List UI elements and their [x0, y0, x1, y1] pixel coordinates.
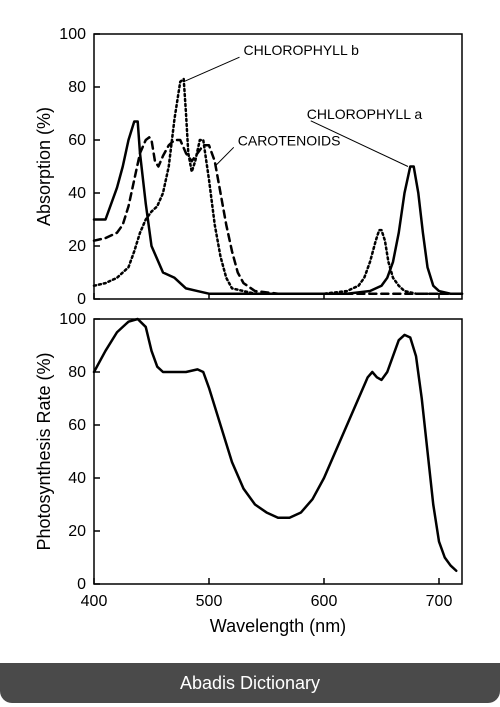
svg-text:CAROTENOIDS: CAROTENOIDS [238, 132, 341, 148]
footer-bar: Abadis Dictionary [0, 663, 500, 703]
svg-text:CHLOROPHYLL b: CHLOROPHYLL b [244, 42, 360, 58]
svg-text:60: 60 [68, 417, 86, 434]
footer-label: Abadis Dictionary [180, 673, 320, 694]
svg-text:20: 20 [68, 523, 86, 540]
svg-text:40: 40 [68, 470, 86, 487]
svg-text:80: 80 [68, 364, 86, 381]
svg-text:20: 20 [68, 238, 86, 255]
svg-text:700: 700 [426, 593, 453, 610]
svg-text:0: 0 [77, 291, 86, 308]
svg-text:Wavelength (nm): Wavelength (nm) [210, 616, 346, 636]
svg-text:100: 100 [59, 26, 86, 43]
svg-text:400: 400 [81, 593, 108, 610]
svg-text:600: 600 [311, 593, 338, 610]
svg-text:CHLOROPHYLL a: CHLOROPHYLL a [307, 106, 423, 122]
svg-text:40: 40 [68, 185, 86, 202]
charts-container: 0 20 40 60 80 100 Absorption (%) CHLOROPHYLL a C… [32, 24, 474, 644]
svg-text:60: 60 [68, 132, 86, 149]
absorption-and-rate-charts: 0 20 40 60 80 100 Absorption (%) CHLOROPHYLL a C… [32, 24, 474, 644]
page: 0 20 40 60 80 100 Absorption (%) CHLOROPHYLL a C… [0, 0, 500, 707]
svg-text:80: 80 [68, 79, 86, 96]
svg-text:500: 500 [196, 593, 223, 610]
svg-text:Absorption (%): Absorption (%) [34, 107, 54, 226]
svg-text:Photosynthesis Rate (%): Photosynthesis Rate (%) [34, 352, 54, 550]
svg-text:100: 100 [59, 311, 86, 328]
svg-text:0: 0 [77, 576, 86, 593]
